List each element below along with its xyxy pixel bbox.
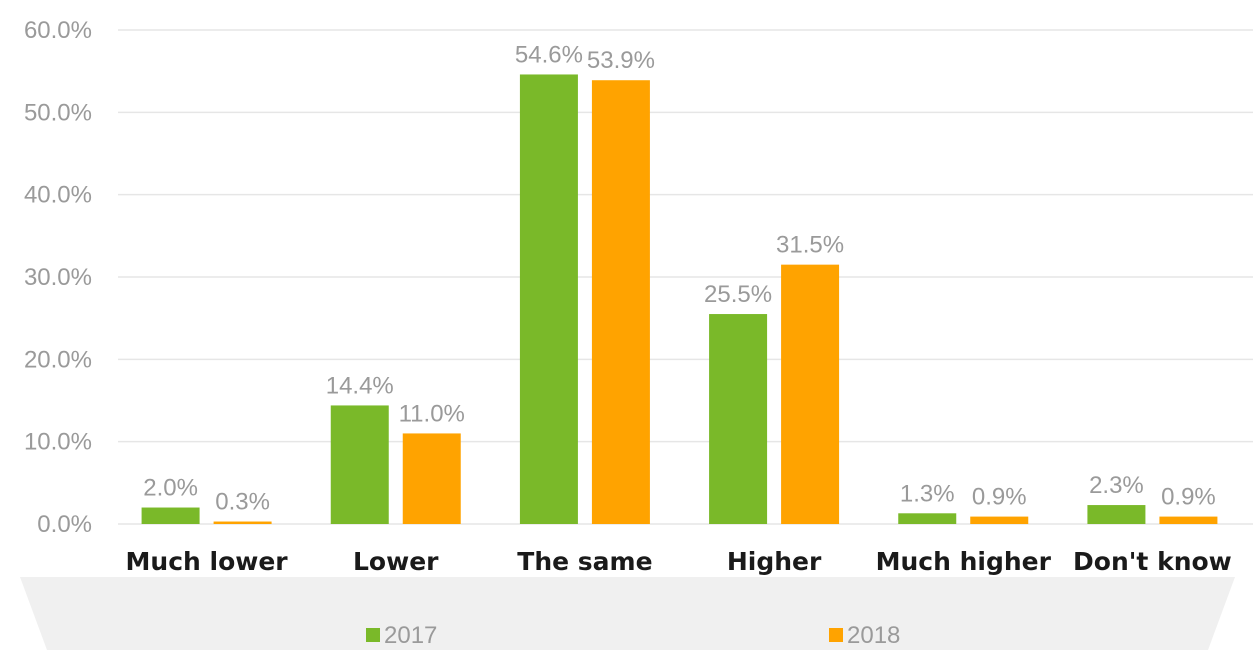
bar-2018 — [1159, 516, 1218, 524]
bar-2017 — [898, 513, 957, 524]
bar-2017 — [519, 74, 578, 525]
data-label: 0.9% — [972, 484, 1027, 511]
bar-2017 — [1087, 505, 1146, 524]
bar-2018 — [781, 264, 840, 524]
x-category-label: Much lower — [126, 547, 289, 576]
y-tick-label: 20.0% — [24, 346, 92, 373]
x-category-label: Don't know — [1073, 547, 1232, 576]
data-label: 0.9% — [1161, 484, 1216, 511]
x-category-label: The same — [517, 547, 652, 576]
data-label: 31.5% — [776, 232, 844, 259]
y-tick-label: 50.0% — [24, 99, 92, 126]
data-label: 11.0% — [399, 400, 465, 427]
bar-2018 — [591, 80, 650, 525]
x-category-label: Higher — [727, 547, 822, 576]
x-category-label: Much higher — [876, 547, 1052, 576]
y-tick-label: 60.0% — [24, 17, 92, 44]
data-label: 2.0% — [143, 475, 198, 502]
data-label: 54.6% — [515, 41, 583, 68]
y-tick-label: 10.0% — [24, 429, 92, 456]
legend-label: 2018 — [847, 622, 900, 649]
bar-2018 — [970, 516, 1029, 524]
bar-2018 — [402, 433, 461, 524]
bars — [141, 74, 1218, 525]
legend-label: 2017 — [384, 622, 437, 649]
bar-2017 — [141, 507, 200, 524]
y-tick-label: 40.0% — [24, 182, 92, 209]
bar-2017 — [330, 405, 389, 524]
data-label: 53.9% — [587, 47, 655, 74]
data-label: 0.3% — [215, 489, 270, 516]
data-label: 25.5% — [704, 281, 772, 308]
data-labels: 2.0% 0.3% 14.4%11.0% 54.6% 53.9% 25.5%31.5% 1.… — [143, 41, 1216, 515]
gridlines — [118, 29, 1253, 525]
legend-swatch-2018 — [829, 628, 843, 642]
legend-swatch-2017 — [366, 628, 380, 642]
data-label: 2.3% — [1089, 472, 1144, 499]
legend: 2017 2018 — [20, 577, 1235, 650]
data-label: 14.4% — [326, 372, 394, 399]
y-tick-label: 30.0% — [24, 264, 92, 291]
x-axis: Much lower Lower The same Higher Much higher… — [126, 547, 1232, 576]
data-label: 1.3% — [900, 480, 955, 507]
y-axis: 0.0% 10.0% 20.0% 30.0% 40.0% 50.0% 60.0% — [24, 17, 92, 538]
bar-2017 — [709, 314, 768, 524]
bar-2018 — [213, 521, 272, 524]
legend-band — [20, 577, 1235, 650]
x-category-label: Lower — [353, 547, 439, 576]
y-tick-label: 0.0% — [37, 511, 92, 538]
